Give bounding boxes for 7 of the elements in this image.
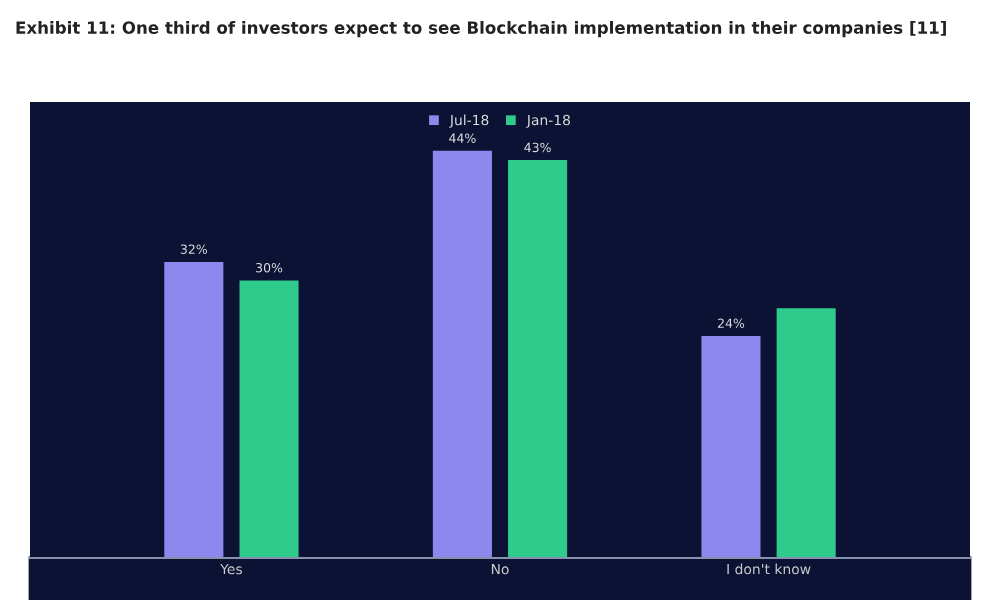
- bar: [164, 261, 224, 558]
- bar: [701, 335, 761, 558]
- chart-title: Exhibit 11: One third of investors expect to see Blockchain implementation in their companies [11]: [16, 21, 946, 38]
- bar: [508, 160, 568, 558]
- bar: [776, 308, 836, 558]
- bar: [432, 150, 492, 558]
- bar: [239, 280, 299, 558]
